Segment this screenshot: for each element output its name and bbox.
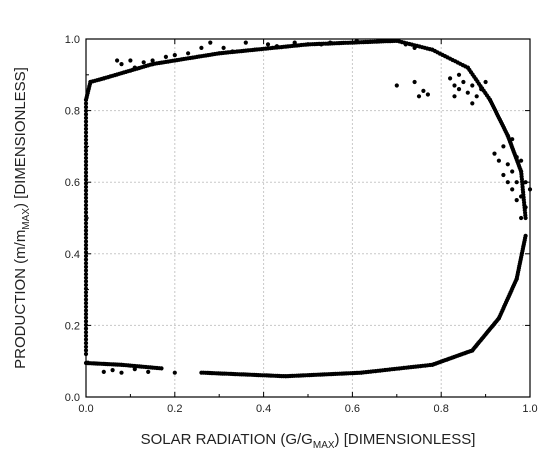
data-point — [461, 79, 466, 85]
data-point — [146, 369, 151, 374]
x-axis-label: SOLAR RADIATION (G/GMAX) [DIMENSIONLESS] — [141, 431, 476, 451]
data-point — [172, 370, 177, 375]
data-point — [523, 215, 528, 221]
data-point — [186, 51, 191, 56]
data-point — [132, 65, 137, 70]
data-point — [172, 53, 177, 58]
data-point — [221, 45, 226, 51]
data-point — [465, 90, 470, 95]
data-point — [208, 40, 213, 45]
data-point — [265, 42, 271, 47]
data-point — [115, 58, 120, 63]
data-point — [492, 151, 497, 156]
data-point — [425, 92, 430, 97]
data-point — [354, 38, 359, 43]
x-tick-label: 0.4 — [256, 403, 271, 415]
x-tick-label: 0.6 — [345, 403, 360, 415]
data-point — [412, 79, 417, 85]
data-point — [505, 162, 510, 167]
data-point — [452, 94, 457, 99]
data-point — [487, 97, 493, 102]
grid-lines — [86, 39, 530, 397]
data-point — [403, 42, 408, 47]
data-point — [274, 44, 279, 49]
data-point — [456, 87, 462, 92]
y-tick-label: 0.0 — [65, 392, 80, 404]
data-point — [519, 158, 524, 163]
y-tick-label: 0.8 — [65, 106, 80, 118]
data-point — [421, 88, 426, 93]
data-point — [523, 233, 528, 238]
data-point — [416, 94, 422, 99]
x-tick-label: 0.8 — [434, 403, 449, 415]
plot-frame — [85, 38, 531, 398]
data-point — [159, 366, 164, 371]
data-point — [163, 54, 168, 60]
data-point — [470, 101, 475, 106]
data-point — [141, 60, 146, 65]
data-point — [496, 158, 501, 163]
y-axis-label: PRODUCTION (m/mMAX) [DIMENSIONLESS] — [12, 67, 32, 369]
data-points — [83, 38, 533, 379]
data-point — [514, 155, 519, 160]
data-point — [150, 58, 155, 63]
data-point — [101, 369, 106, 374]
data-point — [376, 38, 382, 43]
data-point — [519, 215, 524, 221]
data-point — [319, 42, 324, 47]
data-point — [510, 137, 515, 142]
y-tick-label: 0.2 — [65, 320, 80, 332]
data-point — [514, 198, 519, 203]
data-point — [132, 367, 137, 372]
data-point — [505, 180, 510, 185]
data-point — [510, 187, 515, 192]
data-point — [448, 76, 453, 81]
data-point — [501, 144, 506, 149]
data-point — [514, 180, 519, 185]
data-point — [519, 194, 524, 199]
y-tick-label: 0.6 — [65, 177, 80, 189]
axis-ticks: 0.0 0.2 0.4 0.6 0.8 1.0 0.0 0.2 0.4 0.6 0.8 1.0 — [65, 34, 538, 415]
data-point — [230, 49, 235, 54]
data-point — [119, 62, 124, 67]
data-point — [474, 94, 479, 99]
data-point — [501, 172, 506, 178]
y-tick-label: 0.4 — [65, 249, 80, 261]
data-point — [523, 205, 528, 210]
data-point — [119, 370, 124, 375]
x-tick-label: 0.0 — [78, 403, 93, 415]
data-point — [128, 58, 133, 63]
data-point — [456, 72, 462, 77]
data-point — [479, 87, 484, 92]
y-tick-label: 1.0 — [65, 34, 80, 46]
data-point — [243, 40, 248, 45]
data-point — [470, 83, 475, 88]
data-point — [483, 79, 488, 85]
data-point — [452, 83, 457, 88]
data-point — [199, 45, 204, 51]
data-point — [252, 47, 257, 52]
data-point — [292, 40, 297, 45]
data-point — [412, 45, 417, 51]
data-point — [394, 83, 399, 88]
data-point — [510, 169, 515, 174]
x-tick-label: 1.0 — [522, 403, 537, 415]
x-tick-label: 0.2 — [167, 403, 182, 415]
data-point — [110, 368, 115, 373]
data-point — [328, 40, 333, 45]
